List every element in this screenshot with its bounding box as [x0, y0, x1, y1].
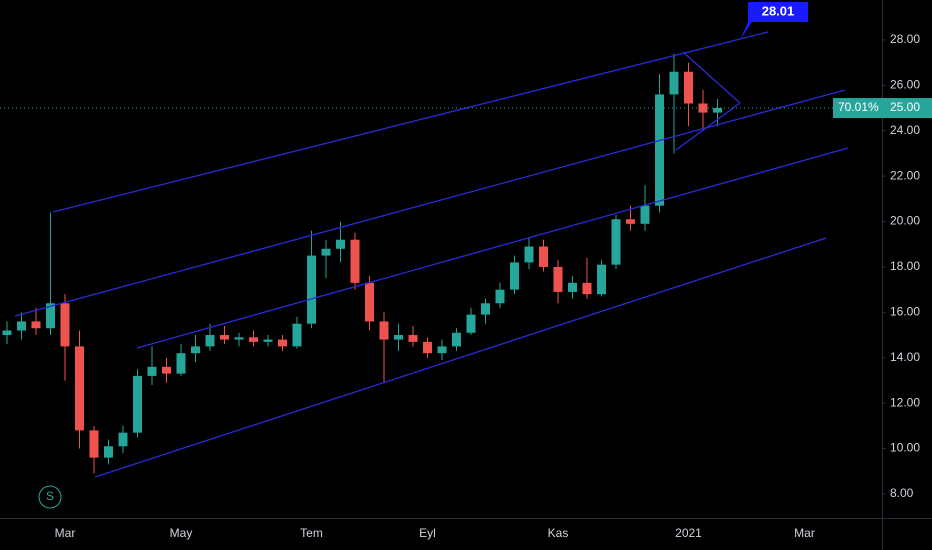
candle-body: [75, 346, 84, 431]
candle-body: [582, 282, 592, 295]
candle-body: [60, 303, 70, 347]
candle-body: [495, 289, 505, 304]
candle-body: [263, 339, 273, 342]
candle-body: [481, 303, 490, 315]
last-change: 70.01%: [838, 100, 879, 114]
candle-body: [539, 246, 548, 267]
y-tick-label: 20.00: [890, 214, 920, 228]
y-tick-label: 12.00: [890, 395, 920, 409]
trend-lines: [14, 31, 849, 478]
channel-line: [136, 147, 849, 349]
y-tick-label: 8.00: [890, 486, 914, 500]
x-tick-label: Eyl: [419, 526, 436, 540]
candle-body: [278, 339, 287, 347]
candle-body: [292, 323, 302, 347]
candle-body: [17, 321, 26, 331]
candle-body: [249, 337, 258, 342]
y-tick-label: 26.00: [890, 78, 920, 92]
callout-label: 28.01: [762, 3, 795, 18]
candle-body: [408, 335, 418, 342]
badge[interactable]: [38, 485, 62, 509]
y-tick-label: 22.00: [890, 168, 920, 182]
last-price-box: [833, 98, 932, 119]
callout-box: [740, 2, 808, 40]
candle-body: [423, 341, 432, 354]
y-tick-label: 18.00: [890, 259, 920, 273]
candle-body: [394, 335, 403, 340]
x-tick-label: Kas: [548, 526, 569, 540]
candle-body: [89, 430, 99, 458]
candle-body: [147, 366, 157, 376]
candle-body: [321, 248, 331, 256]
candle-body: [524, 246, 534, 263]
y-tick-label: 24.00: [890, 123, 920, 137]
candle-body: [452, 332, 461, 347]
candle-body: [133, 375, 142, 433]
candle-body: [553, 266, 563, 292]
candle-body: [350, 239, 360, 283]
candle-body: [437, 346, 447, 354]
channel-line: [14, 89, 846, 317]
x-tick-label: 2021: [675, 526, 702, 540]
y-tick-label: 28.00: [890, 32, 920, 46]
candle-body: [118, 432, 128, 447]
candle-body: [510, 262, 519, 290]
candle-body: [640, 205, 650, 224]
candle-body: [611, 219, 621, 265]
candle-body: [307, 255, 316, 324]
triangle-line: [675, 102, 741, 151]
candle-body: [713, 108, 722, 113]
candle-body: [336, 239, 345, 249]
candle-body: [162, 366, 171, 374]
candle-body: [220, 335, 229, 340]
candle-body: [104, 446, 113, 458]
candle-body: [234, 337, 244, 340]
candle-body: [379, 321, 389, 340]
candle-body: [365, 282, 374, 322]
triangle-line: [682, 51, 741, 104]
candle-body: [31, 321, 41, 329]
candle-body: [205, 335, 215, 347]
x-tick-label: Mar: [794, 526, 815, 540]
candle-body: [698, 103, 708, 113]
channel-line: [52, 31, 769, 213]
candles: [2, 53, 722, 474]
badge-label[interactable]: S: [46, 489, 54, 503]
candle-body: [669, 71, 679, 95]
candle-body: [466, 314, 476, 333]
candle-body: [176, 353, 186, 374]
candle-body: [46, 303, 55, 329]
candle-body: [191, 346, 200, 354]
x-tick-label: Tem: [300, 526, 323, 540]
y-tick-label: 14.00: [890, 350, 920, 364]
x-tick-label: Mar: [55, 526, 76, 540]
y-tick-label: 10.00: [890, 441, 920, 455]
last-price-label: 25.00: [890, 100, 920, 114]
candle-body: [684, 71, 693, 104]
candle-body: [597, 264, 606, 295]
candle-body: [655, 94, 664, 206]
channel-line: [94, 237, 827, 478]
y-tick-label: 16.00: [890, 305, 920, 319]
candle-body: [2, 330, 12, 336]
candle-body: [568, 282, 577, 292]
candle-body: [626, 219, 635, 224]
x-tick-label: May: [170, 526, 193, 540]
